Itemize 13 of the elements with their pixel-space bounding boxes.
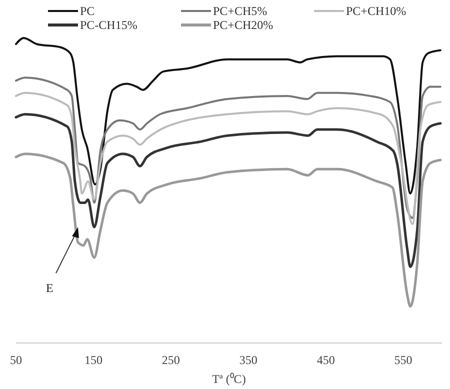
x-tick-label: 250 xyxy=(162,353,180,367)
legend-label: PC xyxy=(80,4,95,18)
legend-label: PC+CH20% xyxy=(213,18,274,32)
x-tick-label: 450 xyxy=(316,353,335,367)
legend-label: PC-CH15% xyxy=(80,18,138,32)
x-tick-label: 150 xyxy=(84,353,102,367)
x-tick-label: 50 xyxy=(10,353,22,367)
x-axis-title: Tª (⁰C) xyxy=(212,372,246,386)
legend-label: PC+CH5% xyxy=(213,4,268,18)
x-tick-label: 550 xyxy=(394,353,412,367)
annotation: E xyxy=(46,281,54,296)
legend-label: PC+CH10% xyxy=(346,4,406,18)
x-tick-label: 350 xyxy=(239,353,258,367)
